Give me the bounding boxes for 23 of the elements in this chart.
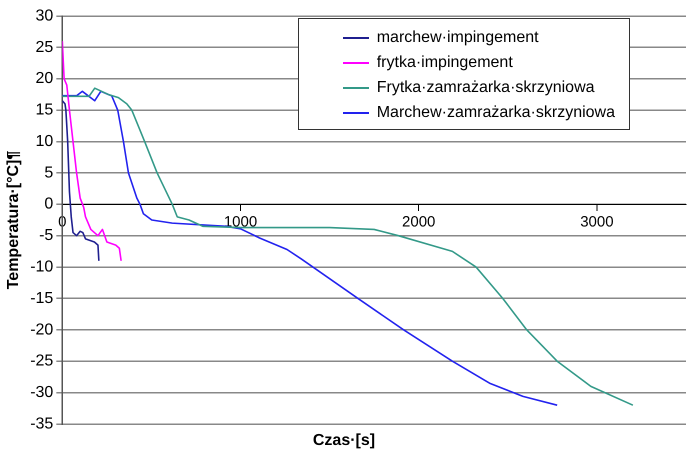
y-tick-label: 30 bbox=[36, 7, 54, 24]
x-tick-label: 1000 bbox=[224, 213, 258, 230]
x-axis-title: Czas·[s] bbox=[312, 432, 376, 450]
y-tick-label: -10 bbox=[30, 258, 54, 276]
y-tick-label: 0 bbox=[44, 196, 54, 213]
y-tick-label: 10 bbox=[36, 132, 54, 150]
y-tick-label: 5 bbox=[44, 164, 54, 182]
y-tick-label: 25 bbox=[36, 38, 54, 56]
y-tick-label: -30 bbox=[30, 384, 54, 402]
x-tick-label: 2000 bbox=[402, 213, 436, 230]
y-axis-title: Temperatura·[°C]¶ bbox=[5, 150, 22, 290]
y-tick-label: -5 bbox=[39, 227, 54, 244]
y-tick-label: -15 bbox=[30, 290, 54, 307]
x-tick-label: 3000 bbox=[580, 213, 614, 230]
y-tick-label: -20 bbox=[30, 321, 54, 338]
y-tick-label: -25 bbox=[30, 352, 54, 370]
y-tick-label: -35 bbox=[30, 415, 54, 432]
legend-label: Marchew·zamrażarka·skrzyniowa bbox=[376, 103, 615, 123]
y-tick-label: 20 bbox=[36, 70, 54, 88]
legend-label: frytka·impingement bbox=[376, 53, 513, 73]
legend-label: marchew·impingement bbox=[376, 28, 539, 48]
legend-label: Frytka·zamrażarka·skrzyniowa bbox=[376, 78, 595, 98]
y-tick-label: 15 bbox=[36, 102, 54, 119]
